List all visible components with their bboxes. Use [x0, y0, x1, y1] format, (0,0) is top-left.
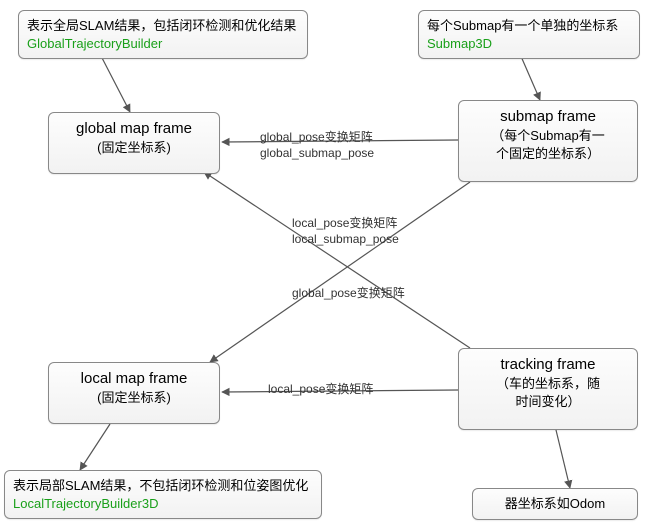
node-sub: （每个Submap有一 — [467, 127, 629, 145]
edge-label-local-submap-pose: local_pose变换矩阵 local_submap_pose — [292, 216, 399, 247]
note-submap3d: 每个Submap有一个单独的坐标系 Submap3D — [418, 10, 640, 59]
node-submap-frame: submap frame （每个Submap有一 个固定的坐标系） — [458, 100, 638, 182]
node-title: submap frame — [467, 107, 629, 127]
node-sub: 个固定的坐标系） — [467, 145, 629, 163]
note-sensor-frame: 器坐标系如Odom — [472, 488, 638, 520]
edges-layer — [0, 0, 659, 525]
node-sub: （车的坐标系，随 — [467, 375, 629, 393]
note-text: 表示全局SLAM结果，包括闭环检测和优化结果 — [27, 17, 299, 35]
node-title: global map frame — [57, 119, 211, 139]
node-sub: 时间变化） — [467, 393, 629, 411]
note-text: 表示局部SLAM结果，不包括闭环检测和位姿图优化 — [13, 477, 313, 495]
note-class: LocalTrajectoryBuilder3D — [13, 495, 313, 513]
node-tracking-frame: tracking frame （车的坐标系，随 时间变化） — [458, 348, 638, 430]
node-local-map-frame: local map frame (固定坐标系) — [48, 362, 220, 424]
edge-label-line: local_pose变换矩阵 — [268, 382, 373, 398]
edge-label-line: global_pose变换矩阵 — [292, 286, 405, 302]
note-class: Submap3D — [427, 35, 631, 53]
node-sub: (固定坐标系) — [57, 139, 211, 157]
edge-label-global-submap-pose: global_pose变换矩阵 global_submap_pose — [260, 130, 374, 161]
edge-label-local-pose: local_pose变换矩阵 — [268, 382, 373, 398]
node-sub: (固定坐标系) — [57, 389, 211, 407]
node-title: local map frame — [57, 369, 211, 389]
edge-label-line: global_pose变换矩阵 — [260, 130, 374, 146]
node-global-map-frame: global map frame (固定坐标系) — [48, 112, 220, 174]
edge-label-global-pose: global_pose变换矩阵 — [292, 286, 405, 302]
note-text: 器坐标系如Odom — [505, 496, 605, 511]
edge-label-line: local_submap_pose — [292, 232, 399, 248]
note-local-trajectory: 表示局部SLAM结果，不包括闭环检测和位姿图优化 LocalTrajectory… — [4, 470, 322, 519]
edge-label-line: local_pose变换矩阵 — [292, 216, 399, 232]
note-global-trajectory: 表示全局SLAM结果，包括闭环检测和优化结果 GlobalTrajectoryB… — [18, 10, 308, 59]
note-text: 每个Submap有一个单独的坐标系 — [427, 17, 631, 35]
note-class: GlobalTrajectoryBuilder — [27, 35, 299, 53]
edge-label-line: global_submap_pose — [260, 146, 374, 162]
node-title: tracking frame — [467, 355, 629, 375]
